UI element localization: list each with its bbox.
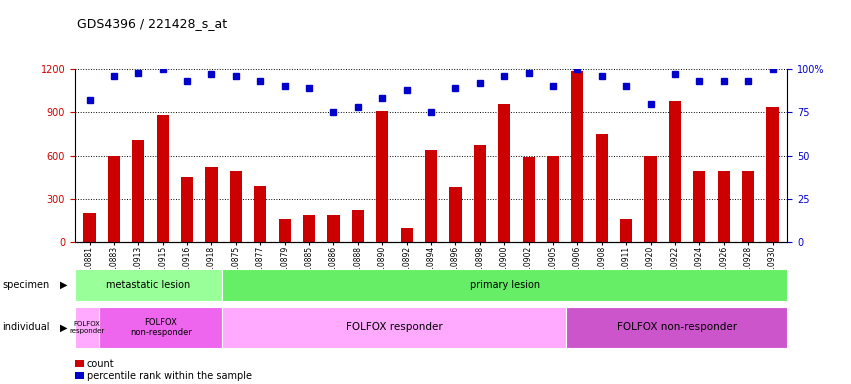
Bar bbox=[523, 157, 534, 242]
Bar bbox=[205, 167, 218, 242]
Bar bbox=[498, 104, 511, 242]
Bar bbox=[278, 219, 291, 242]
Bar bbox=[376, 111, 388, 242]
Bar bbox=[425, 150, 437, 242]
Bar bbox=[566, 307, 787, 348]
Text: FOLFOX
responder: FOLFOX responder bbox=[70, 321, 105, 334]
Bar bbox=[401, 227, 413, 242]
Bar bbox=[717, 171, 730, 242]
Bar bbox=[547, 156, 559, 242]
Bar bbox=[303, 215, 315, 242]
Bar bbox=[449, 187, 461, 242]
Bar bbox=[596, 134, 608, 242]
Text: FOLFOX responder: FOLFOX responder bbox=[346, 322, 443, 333]
Bar bbox=[75, 307, 100, 348]
Text: ▶: ▶ bbox=[60, 322, 67, 333]
Bar bbox=[694, 171, 705, 242]
Bar bbox=[222, 269, 787, 301]
Text: FOLFOX
non-responder: FOLFOX non-responder bbox=[130, 318, 191, 337]
Bar bbox=[644, 156, 657, 242]
Text: individual: individual bbox=[3, 322, 50, 333]
Text: primary lesion: primary lesion bbox=[470, 280, 540, 290]
Text: ▶: ▶ bbox=[60, 280, 67, 290]
Bar bbox=[181, 177, 193, 242]
Bar bbox=[474, 146, 486, 242]
Bar bbox=[75, 269, 222, 301]
Text: FOLFOX non-responder: FOLFOX non-responder bbox=[617, 322, 737, 333]
Bar bbox=[108, 156, 120, 242]
Bar bbox=[222, 307, 566, 348]
Bar bbox=[571, 71, 584, 242]
Bar bbox=[351, 210, 364, 242]
Bar bbox=[620, 219, 632, 242]
Text: count: count bbox=[87, 359, 114, 369]
Bar bbox=[328, 215, 340, 242]
Bar bbox=[742, 171, 754, 242]
Text: percentile rank within the sample: percentile rank within the sample bbox=[87, 371, 252, 381]
Text: specimen: specimen bbox=[3, 280, 50, 290]
Bar bbox=[254, 186, 266, 242]
Bar bbox=[100, 307, 222, 348]
Bar bbox=[669, 101, 681, 242]
Text: metastatic lesion: metastatic lesion bbox=[106, 280, 191, 290]
Bar bbox=[83, 213, 95, 242]
Bar bbox=[157, 115, 168, 242]
Bar bbox=[767, 107, 779, 242]
Bar bbox=[132, 140, 145, 242]
Text: GDS4396 / 221428_s_at: GDS4396 / 221428_s_at bbox=[77, 17, 226, 30]
Bar bbox=[230, 171, 242, 242]
